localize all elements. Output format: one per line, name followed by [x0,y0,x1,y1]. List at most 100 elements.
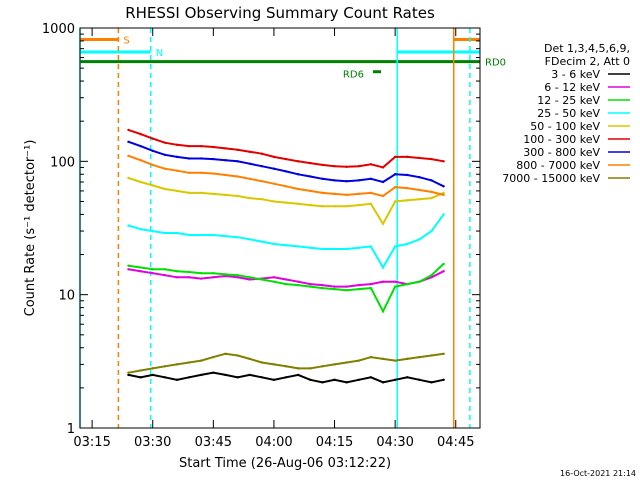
data-point-6-15 [309,175,312,178]
legend-label-2: 12 - 25 keV [537,94,600,107]
data-point-6-0 [127,140,130,144]
chart-title: RHESSI Observing Summary Count Rates [125,4,435,22]
mode-flags: S N RD0 RD6 [80,35,506,81]
data-point-5-20 [369,163,373,166]
data-point-0-16 [321,381,324,384]
data-point-1-12 [272,276,276,279]
data-point-0-8 [224,373,227,377]
data-point-7-16 [321,191,324,195]
data-point-5-1 [139,132,142,136]
data-point-1-22 [393,280,397,283]
data-point-5-8 [224,147,227,150]
data-point-5-26 [442,160,445,163]
data-point-7-20 [369,191,373,195]
data-point-2-22 [393,285,397,288]
data-point-0-20 [369,376,373,379]
data-point-8-21 [381,357,385,361]
data-point-1-6 [200,277,203,280]
data-point-8-13 [284,365,288,368]
data-point-0-15 [309,378,312,381]
data-point-2-10 [248,276,251,279]
data-point-0-26 [442,378,445,381]
data-point-8-10 [248,357,251,361]
data-point-6-12 [272,167,276,170]
data-point-5-19 [357,164,360,168]
data-point-5-18 [345,165,348,168]
data-point-8-9 [236,354,239,357]
x-axis-label: Start Time (26-Aug-06 03:12:22) [179,456,391,471]
data-point-1-0 [127,268,130,271]
data-point-4-2 [151,184,154,187]
data-point-3-17 [333,247,336,251]
series-8 [127,352,445,374]
data-point-1-20 [369,282,373,286]
data-point-5-21 [381,166,385,169]
data-point-7-19 [357,192,360,196]
data-point-5-14 [296,160,300,163]
data-point-6-11 [260,164,264,168]
legend-header-1: FDecim 2, Att 0 [545,55,630,68]
data-point-7-5 [187,171,191,175]
data-point-2-19 [357,287,360,291]
data-point-1-21 [381,280,385,283]
data-point-0-25 [430,381,433,384]
y-tick-label-1: 10 [58,289,75,304]
data-point-3-12 [272,242,276,246]
data-point-4-23 [406,199,409,202]
data-point-4-21 [381,222,385,226]
data-point-2-25 [430,273,433,277]
data-point-2-8 [224,273,227,276]
data-point-7-8 [224,173,227,177]
data-point-7-1 [139,158,142,162]
data-point-2-6 [200,271,203,275]
series-line-2 [128,263,445,314]
data-point-8-1 [139,369,142,372]
data-point-7-4 [175,169,179,172]
data-point-6-9 [236,160,239,163]
data-point-8-0 [127,371,130,374]
data-point-2-1 [139,266,142,269]
data-point-0-0 [127,373,130,377]
legend-label-4: 50 - 100 keV [530,120,600,133]
data-point-4-0 [127,176,130,180]
data-point-4-9 [236,194,239,198]
data-point-8-20 [369,355,373,359]
data-point-3-0 [127,224,130,227]
data-point-5-10 [248,150,251,153]
legend-header-0: Det 1,3,4,5,6,9, [544,42,630,55]
data-point-6-7 [212,157,215,161]
data-point-0-21 [381,381,385,384]
data-point-1-18 [345,285,348,288]
data-point-1-25 [430,276,433,279]
data-point-8-3 [163,365,167,368]
data-point-8-11 [260,361,264,364]
data-point-7-22 [393,185,397,189]
data-point-1-5 [187,276,191,279]
data-point-6-2 [151,149,154,152]
data-point-4-3 [163,187,167,191]
legend: Det 1,3,4,5,6,9,FDecim 2, Att 03 - 6 keV… [502,42,630,185]
data-point-4-26 [442,191,445,195]
data-point-7-23 [406,186,409,190]
flag-label-rd6: RD6 [343,70,364,81]
data-point-5-24 [418,156,421,160]
data-point-2-12 [272,280,276,283]
series-line-3 [128,213,445,270]
data-point-2-5 [187,270,191,274]
data-point-6-8 [224,158,227,162]
data-point-0-22 [393,378,397,381]
series-line-5 [128,128,444,169]
x-tick-label-2: 03:45 [195,435,232,450]
data-point-3-8 [224,234,227,238]
data-point-8-5 [187,361,191,364]
data-point-7-26 [442,193,445,197]
timestamp-footer: 16-Oct-2021 21:14 [560,469,636,478]
data-point-6-5 [187,157,191,160]
data-point-2-11 [260,278,264,281]
y-axis-label: Count Rate (s⁻¹ detector⁻¹) [23,140,38,317]
data-point-1-17 [333,285,336,288]
data-point-7-6 [200,171,203,175]
data-point-8-2 [151,367,154,370]
data-point-5-0 [127,128,130,132]
